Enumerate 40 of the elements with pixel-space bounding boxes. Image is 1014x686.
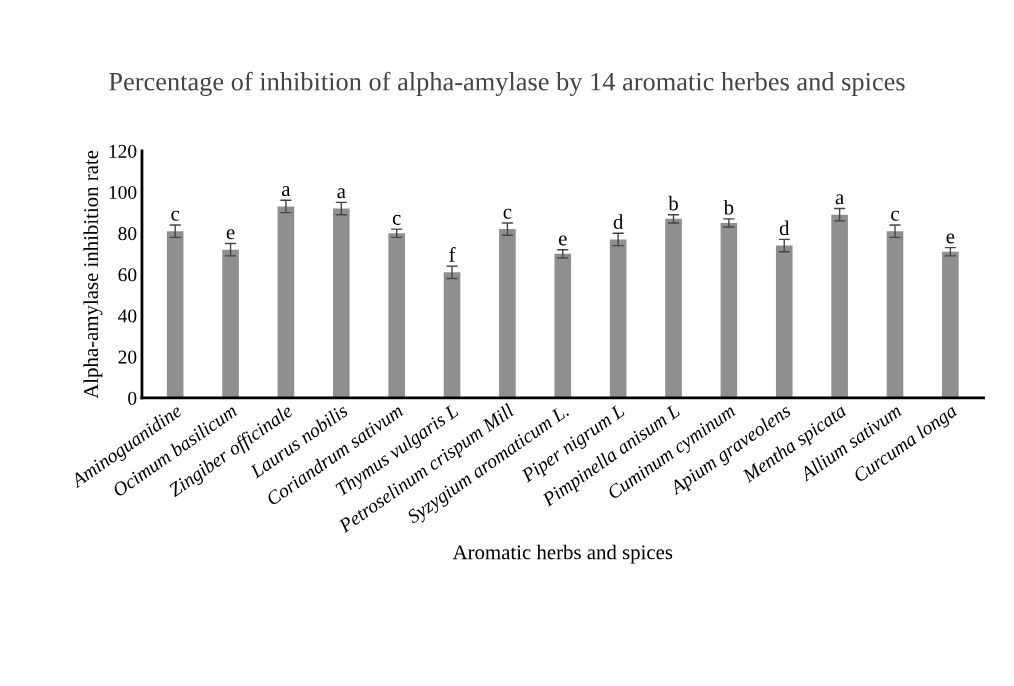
annotation: b (723, 199, 734, 215)
bar (942, 251, 959, 398)
y-axis-title: Alpha-amylase inhibition rate (83, 150, 103, 399)
annotation: c (171, 210, 180, 221)
annotation: b (668, 195, 678, 211)
bar (665, 218, 682, 398)
bar (886, 231, 904, 398)
y-tick-label: 20 (118, 350, 137, 364)
bar (775, 245, 793, 398)
bar (554, 253, 572, 398)
annotation: d (779, 220, 790, 236)
annotation: d (613, 214, 624, 230)
bar (277, 206, 295, 398)
bar (166, 231, 184, 398)
annotation: c (392, 214, 401, 225)
bar (609, 239, 627, 398)
annotation: e (226, 229, 235, 240)
annotation: e (946, 233, 955, 244)
annotation: a (835, 194, 844, 205)
annotation: e (558, 235, 567, 246)
y-tick-label: 120 (109, 144, 137, 158)
bar (222, 249, 239, 398)
bar (831, 214, 848, 398)
annotation: f (449, 247, 456, 262)
annotation: c (891, 210, 899, 221)
bar (499, 229, 516, 398)
y-tick-label: 60 (118, 268, 137, 282)
annotation: a (282, 186, 291, 197)
x-axis-title: Aromatic herbs and spices (452, 544, 673, 564)
y-tick-label: 40 (118, 309, 137, 323)
bar (720, 222, 738, 398)
bar (388, 233, 405, 398)
bar (443, 272, 461, 398)
y-tick-label: 100 (109, 185, 137, 200)
annotation: c (503, 208, 512, 219)
y-tick-label: 0 (128, 391, 137, 405)
chart-title: Percentage of inhibition of alpha-amylase by 14 aromatic herbes and spices (109, 71, 905, 97)
y-tick-label: 80 (118, 227, 137, 241)
bar (332, 208, 350, 398)
annotation: a (337, 188, 346, 199)
